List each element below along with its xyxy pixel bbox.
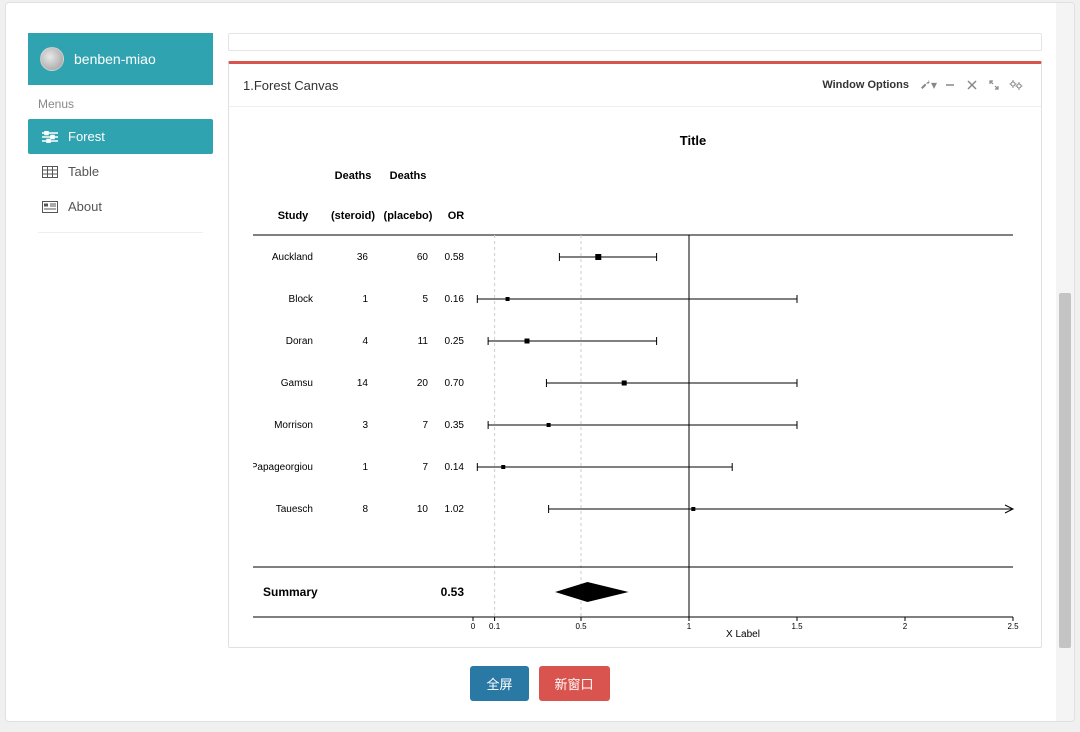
svg-text:1.5: 1.5 — [791, 622, 803, 631]
svg-text:36: 36 — [357, 252, 369, 263]
user-card[interactable]: benben-miao — [28, 33, 213, 85]
minimize-icon[interactable] — [939, 74, 961, 96]
svg-text:Papageorgiou: Papageorgiou — [253, 462, 313, 473]
menu-label: Forest — [68, 129, 105, 144]
divider — [38, 232, 203, 233]
svg-text:11: 11 — [418, 336, 429, 347]
svg-text:0.58: 0.58 — [445, 252, 465, 263]
menu-label: About — [68, 199, 102, 214]
new-window-button[interactable]: 新窗口 — [539, 666, 610, 701]
fullscreen-button[interactable]: 全屏 — [470, 666, 528, 701]
svg-text:0.14: 0.14 — [445, 462, 465, 473]
svg-text:2: 2 — [903, 622, 908, 631]
wrench-icon[interactable]: ▾ — [917, 74, 939, 96]
svg-text:1: 1 — [687, 622, 692, 631]
svg-text:0.35: 0.35 — [445, 420, 465, 431]
content-area: 1.Forest Canvas Window Options ▾ — [228, 33, 1042, 691]
svg-text:0.25: 0.25 — [445, 336, 465, 347]
gears-icon[interactable] — [1005, 74, 1027, 96]
svg-text:3: 3 — [362, 420, 368, 431]
scrollbar-thumb[interactable] — [1059, 293, 1071, 648]
svg-text:X Label: X Label — [726, 629, 760, 637]
svg-text:8: 8 — [362, 504, 368, 515]
app-frame: benben-miao Menus Forest Table About — [5, 2, 1075, 722]
svg-text:Doran: Doran — [286, 336, 313, 347]
svg-text:0.70: 0.70 — [445, 378, 465, 389]
svg-text:0.16: 0.16 — [445, 294, 465, 305]
svg-text:Summary: Summary — [263, 585, 318, 599]
svg-text:(placebo): (placebo) — [384, 210, 433, 222]
menu-item-about[interactable]: About — [28, 189, 213, 224]
collapsed-panel[interactable] — [228, 33, 1042, 51]
svg-text:4: 4 — [362, 336, 368, 347]
svg-text:Morrison: Morrison — [274, 420, 313, 431]
about-icon — [42, 200, 58, 214]
svg-text:0.1: 0.1 — [489, 622, 501, 631]
svg-text:1.02: 1.02 — [445, 504, 465, 515]
svg-text:1: 1 — [362, 294, 368, 305]
svg-text:14: 14 — [357, 378, 369, 389]
svg-text:5: 5 — [422, 294, 428, 305]
sliders-icon — [42, 130, 58, 144]
menu-header: Menus — [28, 85, 213, 119]
svg-text:0: 0 — [471, 622, 476, 631]
forest-plot: Title Deaths Deaths Study (steroid) (placebo)… — [253, 127, 1023, 637]
svg-text:Deaths: Deaths — [390, 170, 427, 182]
svg-text:Title: Title — [680, 133, 707, 148]
bottom-buttons: 全屏 新窗口 — [6, 666, 1074, 701]
expand-icon[interactable] — [983, 74, 1005, 96]
svg-text:20: 20 — [417, 378, 429, 389]
svg-text:7: 7 — [422, 420, 428, 431]
window-options-label[interactable]: Window Options — [822, 79, 909, 91]
svg-text:Deaths: Deaths — [335, 170, 372, 182]
svg-text:Study: Study — [278, 210, 309, 222]
menu-item-table[interactable]: Table — [28, 154, 213, 189]
forest-panel: 1.Forest Canvas Window Options ▾ — [228, 61, 1042, 648]
menu-item-forest[interactable]: Forest — [28, 119, 213, 154]
panel-title: 1.Forest Canvas — [243, 78, 822, 93]
svg-text:0.5: 0.5 — [575, 622, 587, 631]
svg-text:Auckland: Auckland — [272, 252, 313, 263]
sidebar: benben-miao Menus Forest Table About — [28, 33, 213, 241]
menu-items: Forest Table About — [28, 119, 213, 224]
panel-body: Title Deaths Deaths Study (steroid) (placebo)… — [229, 107, 1041, 647]
svg-text:7: 7 — [422, 462, 428, 473]
table-icon — [42, 165, 58, 179]
avatar — [40, 47, 64, 71]
svg-text:10: 10 — [417, 504, 429, 515]
menu-label: Table — [68, 164, 99, 179]
svg-text:60: 60 — [417, 252, 429, 263]
svg-text:0.53: 0.53 — [441, 585, 465, 599]
svg-text:(steroid): (steroid) — [331, 210, 375, 222]
svg-text:Tauesch: Tauesch — [276, 504, 313, 515]
svg-text:Gamsu: Gamsu — [281, 378, 313, 389]
svg-text:2.5: 2.5 — [1007, 622, 1019, 631]
svg-text:1: 1 — [362, 462, 368, 473]
vertical-scrollbar[interactable] — [1056, 3, 1074, 721]
user-name: benben-miao — [74, 51, 156, 67]
svg-text:Block: Block — [289, 294, 314, 305]
svg-text:OR: OR — [448, 210, 465, 222]
close-icon[interactable] — [961, 74, 983, 96]
panel-header: 1.Forest Canvas Window Options ▾ — [229, 64, 1041, 107]
